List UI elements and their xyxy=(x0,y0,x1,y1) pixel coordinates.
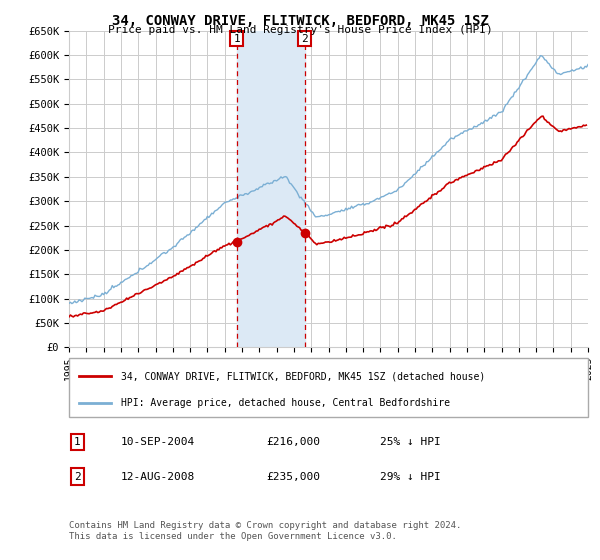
Text: 2: 2 xyxy=(301,34,308,44)
Text: 2: 2 xyxy=(74,472,81,482)
Text: 1: 1 xyxy=(233,34,240,44)
Text: Contains HM Land Registry data © Crown copyright and database right 2024.
This d: Contains HM Land Registry data © Crown c… xyxy=(69,521,461,541)
Bar xyxy=(236,31,305,347)
Text: 10-SEP-2004: 10-SEP-2004 xyxy=(121,437,195,447)
Text: £235,000: £235,000 xyxy=(266,472,320,482)
Text: Price paid vs. HM Land Registry's House Price Index (HPI): Price paid vs. HM Land Registry's House … xyxy=(107,25,493,35)
Text: 34, CONWAY DRIVE, FLITWICK, BEDFORD, MK45 1SZ (detached house): 34, CONWAY DRIVE, FLITWICK, BEDFORD, MK4… xyxy=(121,371,485,381)
Text: 34, CONWAY DRIVE, FLITWICK, BEDFORD, MK45 1SZ: 34, CONWAY DRIVE, FLITWICK, BEDFORD, MK4… xyxy=(112,14,488,28)
Text: 25% ↓ HPI: 25% ↓ HPI xyxy=(380,437,441,447)
Text: HPI: Average price, detached house, Central Bedfordshire: HPI: Average price, detached house, Cent… xyxy=(121,398,450,408)
Text: 1: 1 xyxy=(74,437,81,447)
Text: £216,000: £216,000 xyxy=(266,437,320,447)
Text: 29% ↓ HPI: 29% ↓ HPI xyxy=(380,472,441,482)
Text: 12-AUG-2008: 12-AUG-2008 xyxy=(121,472,195,482)
